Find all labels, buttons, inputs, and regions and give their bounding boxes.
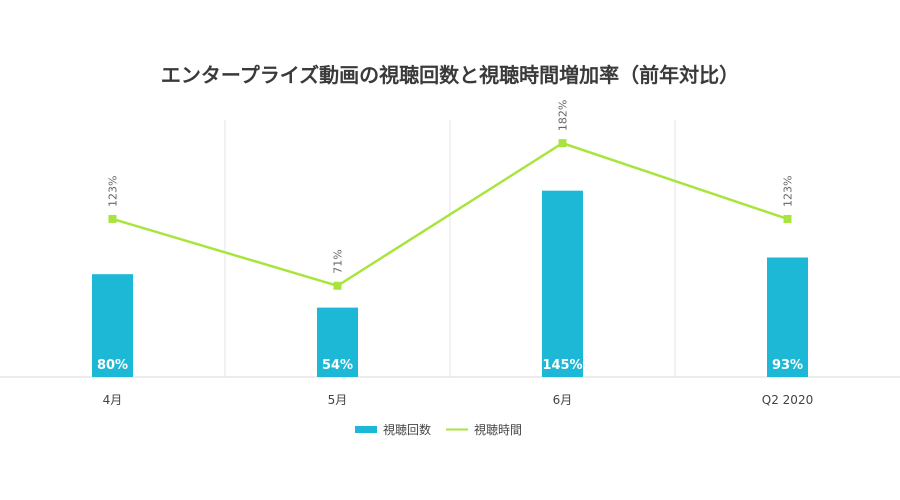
line-data-label: 71% [332, 249, 345, 273]
bar-data-label: 145% [542, 358, 582, 373]
legend: 視聴回数 視聴時間 [355, 422, 522, 437]
bar [542, 190, 583, 377]
bar [767, 257, 808, 377]
bar [317, 307, 358, 377]
line-data-label: 182% [557, 100, 570, 131]
bar-data-label: 54% [322, 358, 353, 373]
legend-label-line: 視聴時間 [474, 422, 522, 437]
grid-lines [0, 120, 900, 378]
x-tick-label: 6月 [553, 393, 573, 407]
chart-title: エンタープライズ動画の視聴回数と視聴時間増加率（前年対比） [161, 63, 739, 87]
bar [92, 274, 133, 377]
line-point [558, 139, 567, 148]
line-point [108, 214, 117, 223]
line-point [333, 281, 342, 290]
legend-swatch-bar [355, 426, 377, 433]
x-tick-label: 4月 [103, 393, 123, 407]
line-point [783, 214, 792, 223]
line-data-label: 123% [107, 175, 120, 206]
category-labels: 4月 5月 6月 Q2 2020 [103, 393, 814, 407]
x-tick-label: Q2 2020 [762, 393, 813, 407]
x-tick-label: 5月 [328, 393, 348, 407]
line-path [112, 141, 788, 288]
bar-data-label: 93% [772, 358, 803, 373]
bar-data-label: 80% [97, 358, 128, 373]
legend-label-bar: 視聴回数 [383, 422, 431, 437]
bars: 80% 54% 145% 93% [92, 190, 808, 377]
line-series: 123% 71% 182% 123% [107, 100, 795, 290]
line-data-label: 123% [782, 175, 795, 206]
